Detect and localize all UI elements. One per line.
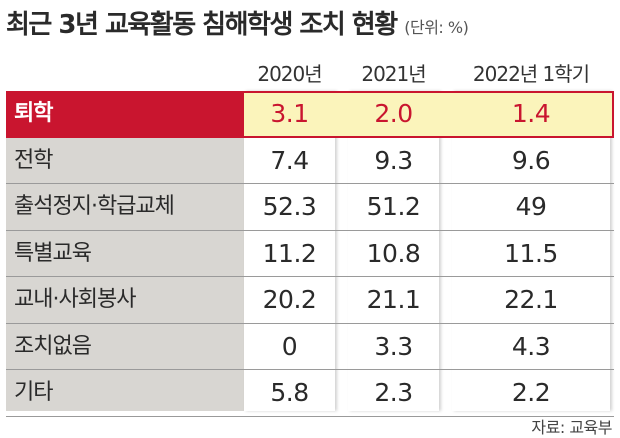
table-cell: 10.8 — [366, 238, 421, 268]
row-divider — [6, 415, 614, 417]
table-cell: 2.3 — [374, 378, 413, 407]
table-cell: 1.4 — [511, 99, 551, 128]
table-cell: 51.2 — [366, 192, 421, 221]
row-label: 퇴학 — [14, 101, 53, 126]
table-cell: 2.2 — [511, 378, 551, 407]
column-background-2022 — [452, 91, 610, 411]
table-cell: 9.3 — [374, 145, 413, 175]
row-divider — [6, 322, 614, 324]
source-note: 자료: 교육부 — [531, 418, 612, 437]
table-cell: 49 — [515, 192, 547, 221]
column-header: 2021년 — [361, 62, 426, 86]
table-cell: 7.4 — [270, 145, 309, 175]
unit-label: (단위: %) — [404, 18, 469, 37]
row-label: 특별교육 — [14, 240, 92, 266]
row-divider — [6, 183, 614, 184]
table-cell: 3.3 — [374, 331, 413, 361]
row-divider — [6, 369, 614, 370]
table-cell: 9.6 — [511, 145, 551, 175]
column-header: 2020년 — [257, 62, 322, 86]
row-divider — [6, 276, 614, 277]
column-background-2020 — [244, 91, 335, 411]
table-cell: 20.2 — [262, 285, 317, 314]
row-label: 전학 — [14, 147, 53, 173]
table-cell: 11.5 — [504, 238, 558, 268]
row-label: 교내·사회봉사 — [14, 287, 136, 312]
row-label: 기타 — [14, 380, 53, 405]
table-cell: 21.1 — [366, 285, 421, 314]
row-label: 조치없음 — [14, 333, 92, 359]
label-column-background — [6, 91, 244, 411]
chart-title: 최근 3년 교육활동 침해학생 조치 현황 — [6, 10, 398, 40]
chart-title-bar: 최근 3년 교육활동 침해학생 조치 현황 (단위: %) — [6, 4, 618, 41]
column-header: 2022년 1학기 — [472, 62, 590, 86]
table-cell: 52.3 — [262, 192, 317, 221]
table-cell: 0 — [281, 331, 298, 361]
row-label: 출석정지·학급교체 — [14, 194, 175, 219]
row-divider — [6, 229, 614, 231]
table-cell: 3.1 — [270, 99, 309, 128]
column-background-2021 — [348, 91, 439, 411]
table-cell: 22.1 — [504, 285, 558, 314]
highlight-label-background — [6, 91, 244, 138]
table-cell: 4.3 — [511, 331, 551, 361]
table-cell: 5.8 — [270, 378, 309, 407]
table-cell: 2.0 — [374, 99, 413, 128]
table-cell: 11.2 — [262, 238, 317, 268]
